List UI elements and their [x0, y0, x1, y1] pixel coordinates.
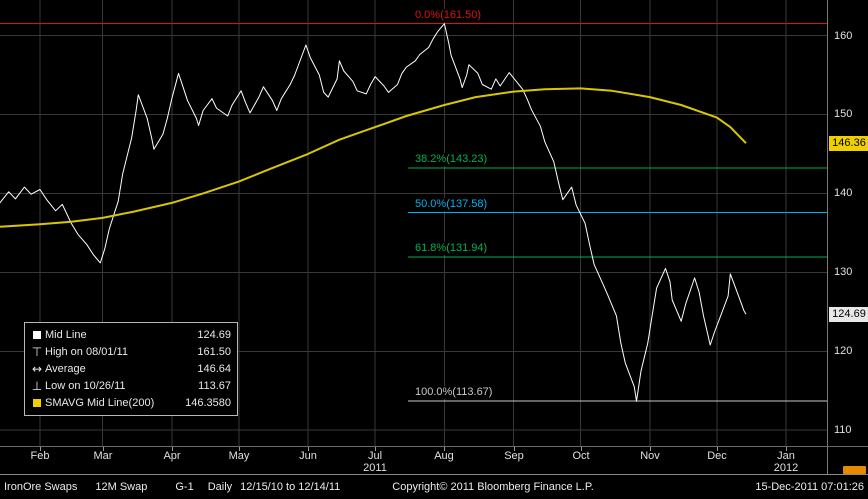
- time-tick-mark: [308, 447, 309, 451]
- time-tick-mark: [717, 447, 718, 451]
- average-marker-icon: ↔: [31, 361, 43, 376]
- month-label: May: [228, 450, 250, 462]
- fib-label: 61.8%(131.94): [412, 242, 491, 256]
- time-tick-mark: [444, 447, 445, 451]
- legend-label: Average: [45, 362, 86, 375]
- month-label: Feb: [30, 450, 50, 462]
- scroll-indicator[interactable]: [843, 466, 866, 474]
- legend-row: ⊥ Low on 10/26/11 113.67: [29, 377, 231, 394]
- legend-label: SMAVG Mid Line(200): [45, 396, 155, 409]
- time-tick-mark: [786, 447, 787, 451]
- month-label: Nov: [640, 450, 660, 462]
- month-label: Jun: [299, 450, 317, 462]
- fib-label: 50.0%(137.58): [412, 197, 491, 211]
- fib-label: 0.0%(161.50): [412, 8, 485, 22]
- legend-row: ↔ Average 146.64: [29, 360, 231, 377]
- chart-plot-area[interactable]: Mid Line 124.69 ⊤ High on 08/01/11 161.50 ↔ Av…: [0, 0, 827, 446]
- legend-label: High on 08/01/11: [45, 345, 128, 358]
- periodicity: Daily: [207, 481, 233, 493]
- price-tick-label: 150: [834, 108, 853, 121]
- month-label: Aug: [434, 450, 454, 462]
- price-axis: 160 150 140 130 120 110 146.36 124.69: [827, 0, 868, 474]
- legend-box: Mid Line 124.69 ⊤ High on 08/01/11 161.50 ↔ Av…: [24, 322, 238, 416]
- month-label: Dec: [707, 450, 727, 462]
- copyright-text: Copyright© 2011 Bloomberg Finance L.P.: [392, 481, 594, 493]
- timestamp: 15-Dec-2011 07:01:26: [755, 481, 864, 493]
- time-tick-mark: [40, 447, 41, 451]
- time-tick-mark: [103, 447, 104, 451]
- month-label: Sep: [504, 450, 524, 462]
- legend-value: 113.67: [198, 379, 231, 392]
- year-label: 2011: [363, 462, 387, 474]
- year-label: 2012: [773, 462, 799, 474]
- month-label: Mar: [93, 450, 113, 462]
- function-code: G-1: [175, 481, 194, 493]
- month-label: Oct: [572, 450, 590, 462]
- date-range: 12/15/10 to 12/14/11: [240, 481, 341, 493]
- legend-value: 146.3580: [185, 396, 231, 409]
- fib-label: 38.2%(143.23): [412, 152, 491, 166]
- time-tick-mark: [650, 447, 651, 451]
- security-tenor: 12M Swap: [95, 481, 148, 493]
- series-swatch-icon: [29, 329, 45, 341]
- price-tick-label: 110: [834, 424, 852, 437]
- security-name: IronOre Swaps: [4, 481, 78, 493]
- legend-row: SMAVG Mid Line(200) 146.3580: [29, 394, 231, 411]
- legend-rows: Mid Line 124.69 ⊤ High on 08/01/11 161.50 ↔ Av…: [29, 326, 231, 411]
- legend-value: 146.64: [197, 362, 231, 375]
- price-tick-label: 160: [834, 29, 853, 42]
- time-tick-mark: [581, 447, 582, 451]
- last-value-badge: 124.69: [829, 307, 868, 323]
- price-line: [0, 23, 747, 402]
- low-marker-icon: ⊥: [31, 378, 43, 393]
- status-bar: IronOre Swaps 12M Swap G-1 Daily 12/15/1…: [0, 474, 868, 499]
- legend-row: ⊤ High on 08/01/11 161.50: [29, 343, 231, 360]
- price-tick-label: 130: [834, 266, 853, 279]
- time-tick-mark: [375, 447, 376, 451]
- last-value-badge: 146.36: [829, 136, 868, 152]
- fib-label: 100.0%(113.67): [412, 386, 496, 400]
- legend-row: Mid Line 124.69: [29, 326, 231, 343]
- month-label: Apr: [163, 450, 181, 462]
- legend-value: 124.69: [197, 328, 231, 341]
- legend-label: Mid Line: [45, 328, 87, 341]
- time-tick-mark: [514, 447, 515, 451]
- month-label: Jul: [367, 450, 383, 462]
- price-tick-label: 120: [834, 345, 853, 358]
- price-tick-label: 140: [834, 187, 853, 200]
- time-axis: Feb Mar Apr May Jun Jul Aug Sep Oct Nov Dec Jan 2011…: [0, 446, 868, 474]
- time-tick-mark: [239, 447, 240, 451]
- time-tick-mark: [172, 447, 173, 451]
- legend-value: 161.50: [197, 345, 231, 358]
- smavg-line: [0, 87, 747, 228]
- month-label: Jan: [777, 450, 795, 462]
- legend-label: Low on 10/26/11: [45, 379, 126, 392]
- series-swatch-icon: [29, 397, 45, 409]
- high-marker-icon: ⊤: [31, 344, 43, 359]
